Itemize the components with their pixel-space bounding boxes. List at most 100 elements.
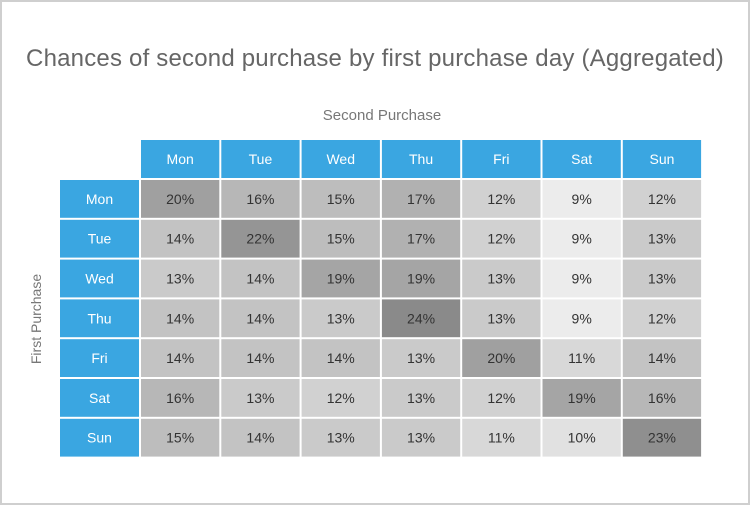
heatmap-cell — [462, 180, 541, 218]
cell-value-label: 13% — [246, 390, 274, 406]
cell-value-label: 14% — [246, 310, 274, 326]
column-header-label: Thu — [409, 151, 433, 167]
cell-value-label: 12% — [327, 390, 355, 406]
cell-value-label: 16% — [648, 390, 676, 406]
cell-value-label: 11% — [488, 430, 515, 446]
cell-value-label: 13% — [648, 231, 676, 247]
heatmap-cell — [301, 418, 380, 457]
heatmap-cell — [462, 418, 541, 457]
heatmap-cell — [221, 379, 300, 417]
cell-value-label: 24% — [407, 310, 435, 326]
cell-value-label: 9% — [572, 271, 592, 287]
heatmap-cell — [622, 379, 702, 417]
heatmap-cell — [301, 339, 380, 377]
heatmap-cell — [141, 379, 220, 417]
cell-value-label: 9% — [572, 231, 592, 247]
heatmap-cell — [221, 219, 300, 258]
heatmap-cell — [622, 418, 702, 457]
heatmap-cell — [381, 418, 461, 457]
cell-value-label: 13% — [327, 430, 355, 446]
heatmap-cell — [381, 299, 461, 338]
cell-value-label: 9% — [572, 310, 592, 326]
heatmap-cell — [542, 339, 621, 377]
x-axis-label: Second Purchase — [322, 107, 442, 124]
heatmap-cell — [622, 339, 702, 377]
column-header-wed — [301, 140, 380, 178]
heatmap-cell — [301, 299, 380, 338]
heatmap-cell — [462, 379, 541, 417]
heatmap-cell — [301, 379, 380, 417]
heatmap-cell — [221, 180, 300, 218]
column-header-label: Mon — [167, 151, 194, 167]
column-header-sat — [542, 140, 621, 178]
cell-value-label: 14% — [166, 350, 194, 366]
row-header-fri — [60, 339, 139, 377]
heatmap-cell — [622, 180, 702, 218]
column-header-label: Sun — [649, 151, 674, 167]
heatmap-cell — [141, 180, 220, 218]
row-header-label: Wed — [85, 271, 114, 287]
cell-value-label: 17% — [407, 231, 435, 247]
heatmap-cell — [542, 259, 621, 298]
cell-value-label: 15% — [327, 231, 355, 247]
heatmap-cell — [622, 299, 702, 338]
cell-value-label: 14% — [166, 231, 194, 247]
column-header-label: Fri — [493, 151, 509, 167]
heatmap-cell — [381, 219, 461, 258]
column-header-fri — [462, 140, 541, 178]
column-header-label: Sat — [571, 151, 592, 167]
row-header-thu — [60, 299, 139, 338]
cell-value-label: 17% — [407, 191, 435, 207]
cell-value-label: 19% — [407, 271, 435, 287]
row-header-sun — [60, 418, 139, 457]
heatmap-cell — [141, 259, 220, 298]
heatmap-cell — [221, 418, 300, 457]
column-header-tue — [221, 140, 300, 178]
cell-value-label: 12% — [487, 231, 515, 247]
cell-value-label: 12% — [648, 191, 676, 207]
cell-value-label: 13% — [487, 310, 515, 326]
cell-value-label: 12% — [487, 390, 515, 406]
heatmap-cell — [462, 219, 541, 258]
heatmap-cell — [542, 299, 621, 338]
row-header-label: Thu — [87, 310, 111, 326]
heatmap-cell — [542, 379, 621, 417]
heatmap-cell — [542, 418, 621, 457]
cell-value-label: 13% — [327, 310, 355, 326]
row-header-label: Fri — [91, 350, 107, 366]
heatmap-cell — [462, 259, 541, 298]
heatmap-cell — [301, 180, 380, 218]
row-header-tue — [60, 219, 139, 258]
heatmap-cell — [221, 339, 300, 377]
column-header-sun — [622, 140, 702, 178]
cell-value-label: 20% — [487, 350, 515, 366]
heatmap-cell — [381, 379, 461, 417]
heatmap-cell — [622, 219, 702, 258]
column-header-mon — [141, 140, 220, 178]
heatmap-cell — [301, 259, 380, 298]
cell-value-label: 22% — [246, 231, 274, 247]
chart-title: Chances of second purchase by first purc… — [26, 45, 724, 72]
column-header-label: Tue — [249, 151, 273, 167]
cell-value-label: 13% — [648, 271, 676, 287]
cell-value-label: 11% — [568, 350, 595, 366]
row-header-label: Mon — [86, 191, 113, 207]
heatmap-cell — [141, 219, 220, 258]
cell-value-label: 14% — [166, 310, 194, 326]
cell-value-label: 14% — [327, 350, 355, 366]
row-header-label: Tue — [88, 231, 112, 247]
heatmap-cell — [221, 259, 300, 298]
cell-value-label: 13% — [407, 390, 435, 406]
row-header-sat — [60, 379, 139, 417]
cell-value-label: 20% — [166, 191, 194, 207]
heatmap-cell — [381, 339, 461, 377]
row-header-mon — [60, 180, 139, 218]
heatmap-cell — [141, 339, 220, 377]
cell-value-label: 14% — [246, 271, 274, 287]
cell-value-label: 12% — [487, 191, 515, 207]
heatmap-cell — [381, 259, 461, 298]
cell-value-label: 9% — [572, 191, 592, 207]
cell-value-label: 16% — [166, 390, 194, 406]
